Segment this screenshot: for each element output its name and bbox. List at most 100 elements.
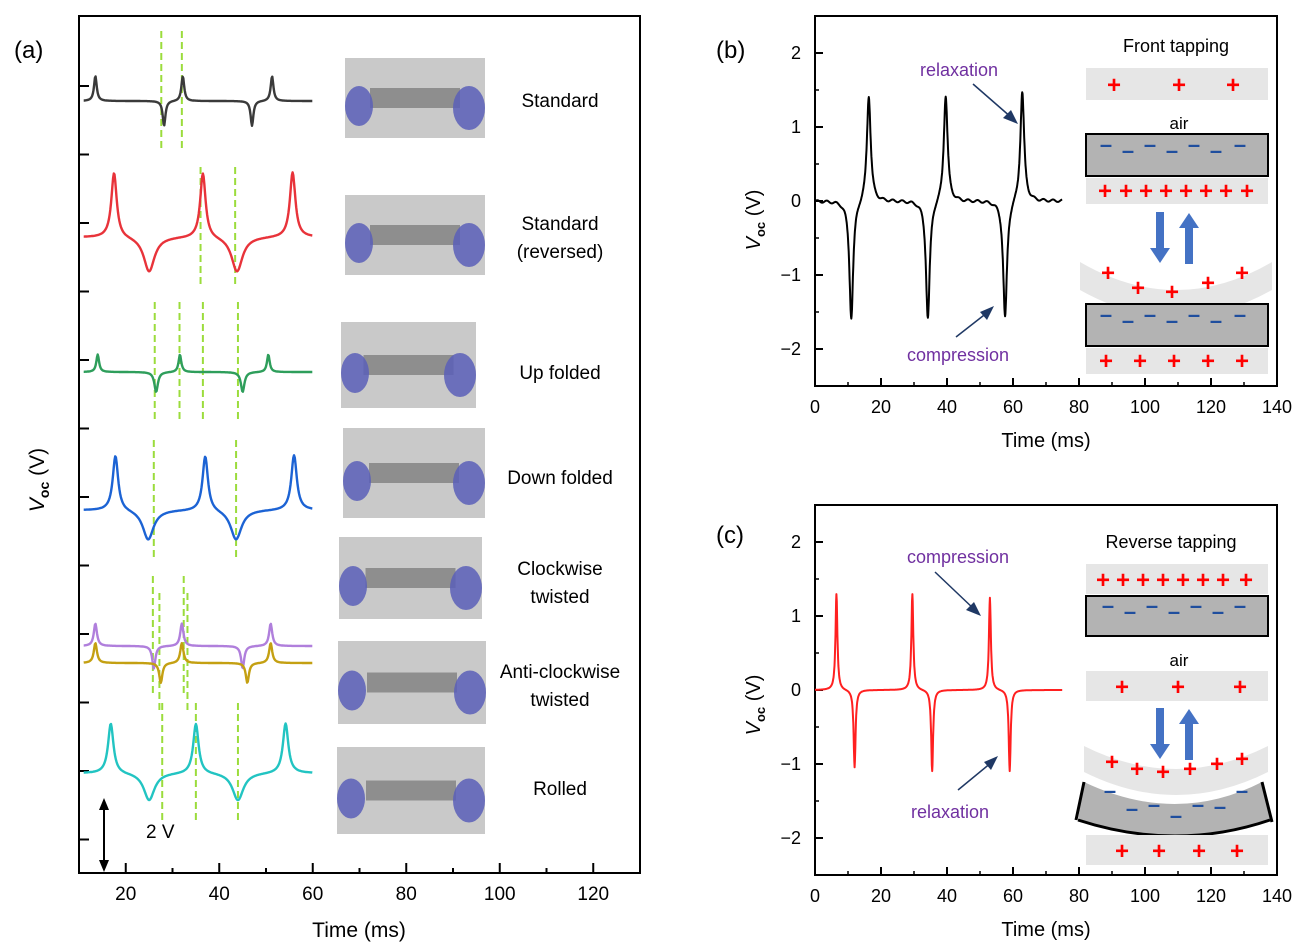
minus-charge-icon: – [1214, 794, 1226, 819]
photo-down-folded [343, 428, 485, 518]
x-tick-label: 100 [1130, 397, 1160, 417]
device-strip [363, 355, 454, 375]
sample-label: (reversed) [517, 242, 604, 263]
glove-right-icon [453, 778, 485, 823]
guide-lines-a [151, 31, 239, 823]
glove-right-icon [453, 223, 485, 267]
device-strip [370, 88, 460, 108]
glove-right-icon [450, 566, 482, 610]
gap-label-c: air [1170, 651, 1189, 670]
minus-charge-icon: – [1148, 792, 1160, 817]
plus-charge-icon: + [1130, 756, 1144, 783]
dielectric-layer-c [1085, 595, 1269, 637]
plus-charge-icon: + [1107, 72, 1121, 99]
x-tick-label-a: 20 [115, 884, 136, 905]
plus-charge-icon: + [1131, 275, 1145, 302]
plus-charge-icon: + [1101, 260, 1115, 287]
annotation-arrowhead-compression-c [966, 602, 981, 616]
x-tick-label: 20 [871, 886, 891, 906]
up-arrow-shaft-b [1185, 228, 1193, 264]
plus-charge-icon: + [1165, 279, 1179, 306]
minus-charge-icon: – [1166, 138, 1178, 163]
plus-charge-icon: + [1171, 674, 1185, 701]
bent-layer-c [1084, 746, 1268, 795]
plus-charge-icon: + [1179, 178, 1193, 205]
up-arrow-head-b [1179, 213, 1199, 228]
glove-left-icon [345, 86, 373, 126]
trace-a-6 [83, 722, 313, 802]
minus-charge-icon: – [1210, 308, 1222, 333]
minus-charge-icon: – [1234, 302, 1246, 327]
sample-label: twisted [530, 587, 589, 608]
x-axis-label-a: Time (ms) [312, 919, 406, 942]
photo-rolled [337, 747, 485, 834]
sample-label: Down folded [507, 468, 613, 489]
x-tick-label: 120 [1196, 397, 1226, 417]
glove-right-icon [444, 353, 476, 397]
sample-label: Standard [521, 91, 598, 112]
y-tick-label: −2 [780, 828, 801, 848]
photo-up-folded [341, 322, 476, 408]
glove-left-icon [341, 353, 369, 393]
minus-charge-icon: – [1168, 599, 1180, 624]
axes-c: 0 20 40 60 80 100 120 140 −2 −1 0 1 2 [780, 504, 1292, 906]
y-tick-label: 0 [791, 191, 801, 211]
minus-charge-icon: – [1190, 593, 1202, 618]
x-tick-label: 80 [1069, 886, 1089, 906]
panel-b: (b) 0 20 40 60 80 100 120 140 −2 −1 0 1 2 relaxation… [716, 15, 1292, 452]
x-tick-label: 20 [871, 397, 891, 417]
plus-charge-icon: + [1210, 751, 1224, 778]
x-tick-label-a: 120 [577, 884, 609, 905]
device-strip [366, 780, 456, 801]
device-strip [370, 225, 460, 245]
plus-charge-icon: + [1115, 674, 1129, 701]
down-arrow-head-b [1150, 248, 1170, 263]
sample-labels: Standard Standard (reversed) Up folded Down … [500, 91, 620, 800]
sample-label: Standard [521, 214, 598, 235]
top-charge-layer-b [1086, 68, 1268, 100]
inset-title-b: Front tapping [1123, 36, 1229, 56]
minus-charge-icon: – [1126, 796, 1138, 821]
minus-charge-icon: – [1124, 599, 1136, 624]
minus-charge-icon: – [1234, 132, 1246, 157]
plus-charge-icon: + [1172, 72, 1186, 99]
annotation-relaxation-b: relaxation [920, 60, 998, 80]
signal-trace [814, 91, 1063, 320]
annotation-relaxation-c: relaxation [911, 802, 989, 822]
y-tick-label: 2 [791, 43, 801, 63]
electrode-layer-b [1086, 178, 1268, 204]
photo-standard-reversed [345, 195, 485, 275]
annotation-arrowhead-relaxation-b [1003, 110, 1018, 124]
minus-charge-icon: – [1102, 593, 1114, 618]
x-tick-label-a: 40 [209, 884, 230, 905]
glove-left-icon [338, 670, 366, 711]
x-tick-label: 40 [937, 886, 957, 906]
panel-label-b: (b) [716, 37, 745, 64]
x-tick-label: 0 [810, 886, 820, 906]
bent-dielectric-c [1078, 782, 1270, 836]
plus-charge-icon: + [1216, 567, 1230, 594]
glove-right-icon [453, 86, 485, 130]
plus-charge-icon: + [1201, 270, 1215, 297]
trace-b [814, 91, 1063, 320]
plus-charge-icon: + [1096, 567, 1110, 594]
x-tick-label: 60 [1003, 886, 1023, 906]
glove-right-icon [454, 670, 486, 715]
plus-charge-icon: + [1192, 838, 1206, 865]
annotation-arrow-relaxation-b [972, 83, 1013, 119]
plus-charge-icon: + [1116, 567, 1130, 594]
trace-a-2 [83, 353, 313, 393]
x-tick-label-a: 80 [396, 884, 417, 905]
plus-charge-icon: + [1098, 178, 1112, 205]
x-axis-label-b: Time (ms) [1001, 430, 1090, 452]
sample-label: Anti-clockwise [500, 662, 620, 683]
charges-c: + + + + + + + +– – – – – – –+ + ++ + + + + +–– – – – ––+ + + + [1096, 567, 1253, 865]
up-arrow-head-c [1179, 709, 1199, 724]
x-tick-label: 140 [1262, 886, 1292, 906]
minus-charge-icon: – [1100, 302, 1112, 327]
panel-label-c: (c) [716, 522, 744, 549]
photo-standard [345, 58, 485, 138]
x-tick-label: 0 [810, 397, 820, 417]
plus-charge-icon: + [1139, 178, 1153, 205]
